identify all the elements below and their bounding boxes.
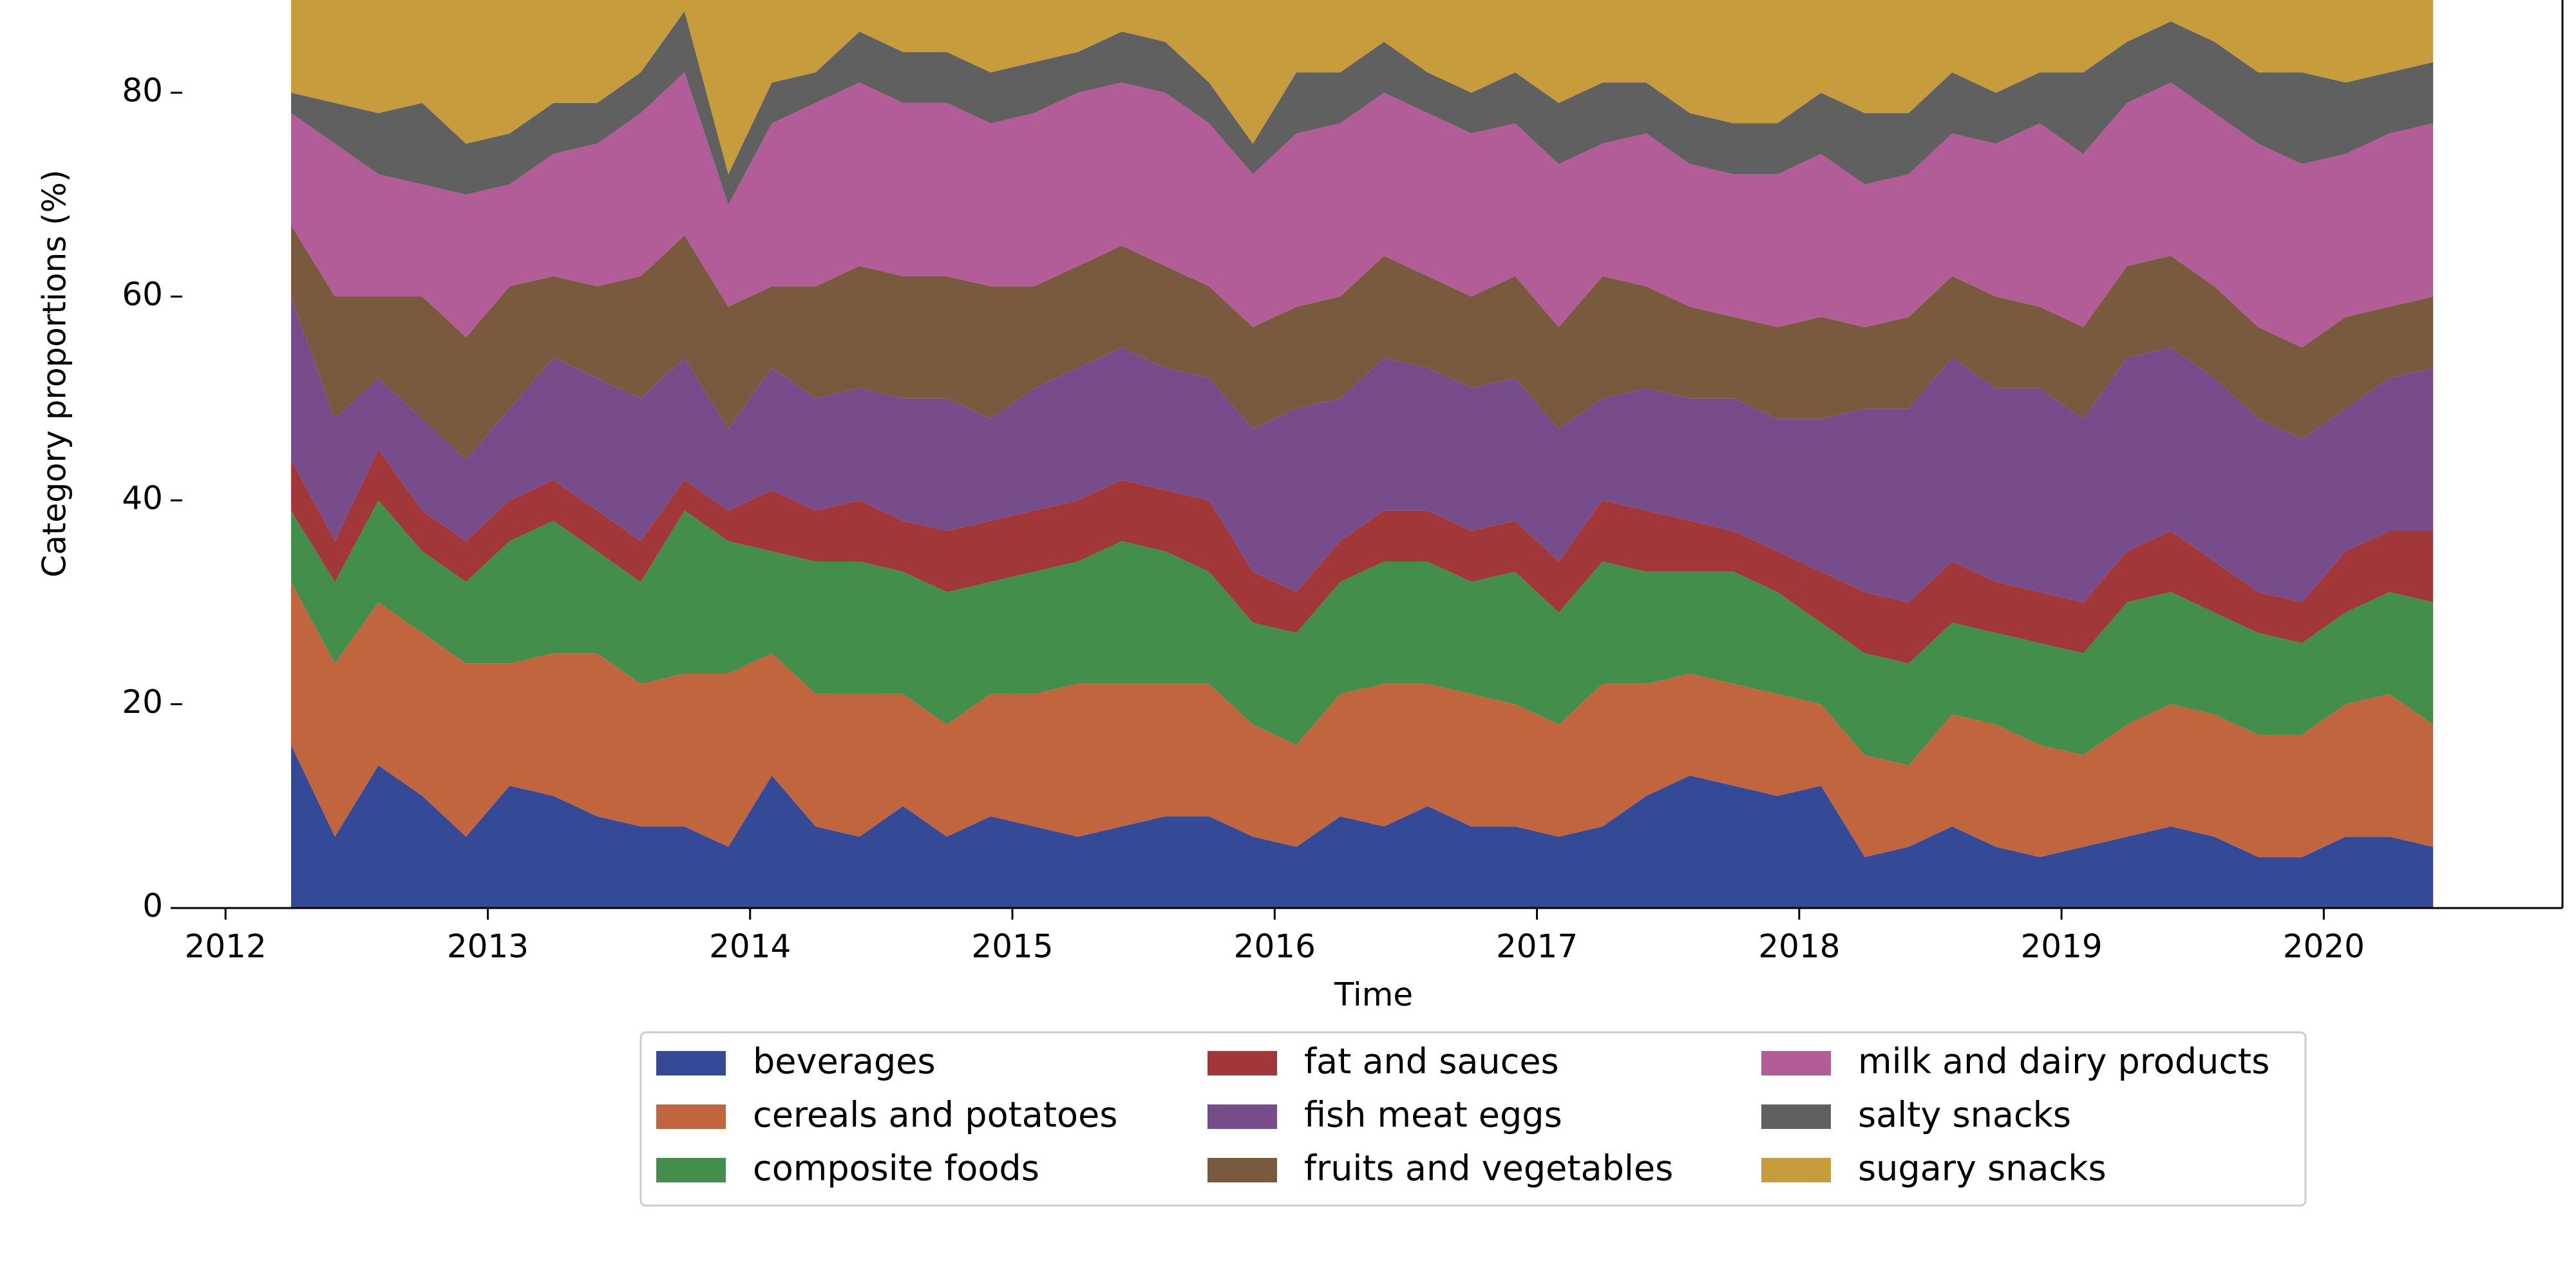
legend-label: fat and sauces (1304, 1041, 1559, 1082)
area (291, 582, 2434, 857)
legend-swatch (1208, 1104, 1277, 1129)
legend-swatch (656, 1051, 726, 1075)
legend-swatch (656, 1104, 726, 1129)
legend-swatch (1761, 1158, 1831, 1182)
area (291, 72, 2434, 348)
y-axis-label: Category proportions (%) (36, 169, 73, 577)
plot-area (291, 0, 2434, 908)
area (291, 296, 2434, 603)
legend-label: milk and dairy products (1858, 1041, 2269, 1082)
x-tick-label: 2015 (971, 928, 1053, 965)
x-axis-label: Time (1334, 976, 1413, 1014)
legend-label: fish meat eggs (1304, 1095, 1562, 1135)
legend-swatch (1761, 1104, 1831, 1129)
legend-label: cereals and potatoes (753, 1095, 1117, 1135)
x-tick-label: 2018 (1758, 928, 1840, 965)
legend-swatch (1208, 1158, 1277, 1182)
y-tick-label: 40 (122, 480, 163, 517)
legend-label: fruits and vegetables (1304, 1148, 1673, 1189)
x-tick-label: 2020 (2283, 928, 2365, 965)
legend-label: salty snacks (1858, 1095, 2071, 1135)
y-tick-label: 80 (122, 72, 163, 109)
x-tick-label: 2012 (185, 928, 267, 965)
x-tick-label: 2014 (709, 928, 791, 965)
area (291, 744, 2434, 908)
y-tick-label: 20 (122, 683, 163, 721)
x-tick-label: 2013 (447, 928, 529, 965)
legend-box (639, 1031, 2307, 1207)
x-tick-label: 2019 (2020, 928, 2102, 965)
legend-label: beverages (753, 1041, 936, 1082)
area (291, 11, 2434, 205)
y-tick-label: 60 (122, 276, 163, 313)
y-tick-label: 0 (142, 887, 163, 925)
area (291, 449, 2434, 664)
legend-label: sugary snacks (1858, 1148, 2107, 1189)
area (291, 225, 2434, 460)
legend-swatch (656, 1158, 726, 1182)
legend-swatch (1208, 1051, 1277, 1075)
area (291, 500, 2434, 766)
x-tick-label: 2017 (1496, 928, 1578, 965)
legend-swatch (1761, 1051, 1831, 1075)
area (291, 0, 2434, 175)
legend-label: composite foods (753, 1148, 1039, 1189)
x-tick-label: 2016 (1234, 928, 1316, 965)
